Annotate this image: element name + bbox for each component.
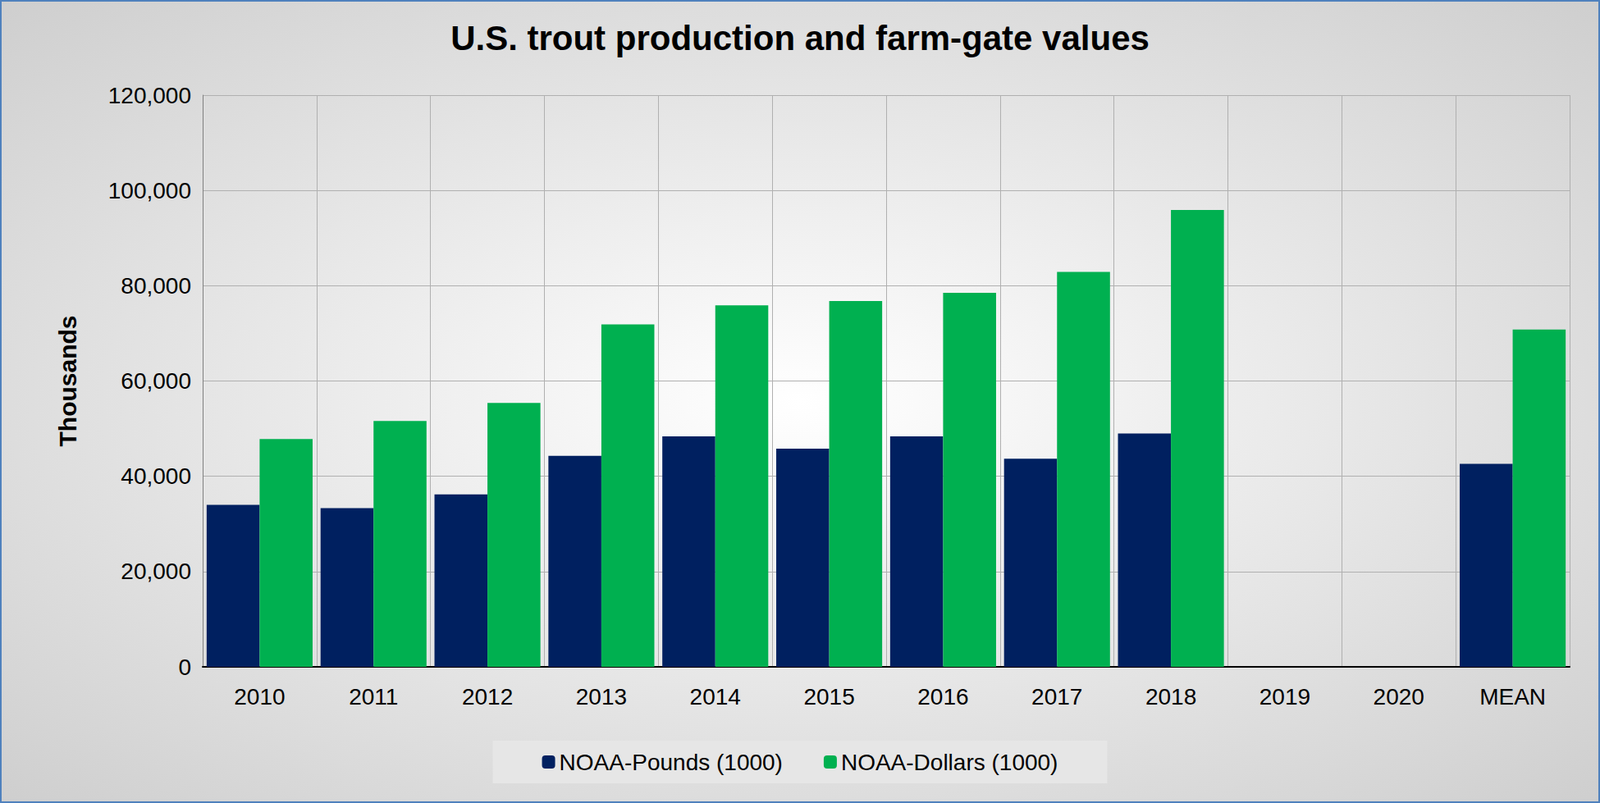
svg-text:2013: 2013	[576, 684, 627, 710]
svg-text:2015: 2015	[803, 684, 855, 710]
svg-text:U.S. trout production and farm: U.S. trout production and farm-gate valu…	[450, 18, 1150, 58]
svg-text:80,000: 80,000	[120, 273, 192, 299]
svg-text:40,000: 40,000	[120, 463, 192, 490]
svg-text:100,000: 100,000	[108, 178, 192, 204]
svg-text:2014: 2014	[690, 684, 741, 710]
svg-text:MEAN: MEAN	[1479, 684, 1546, 710]
svg-text:2010: 2010	[233, 684, 285, 710]
svg-text:NOAA-Dollars (1000): NOAA-Dollars (1000)	[841, 749, 1059, 776]
svg-text:120,000: 120,000	[108, 82, 192, 109]
svg-text:2019: 2019	[1259, 684, 1311, 710]
svg-text:2016: 2016	[917, 684, 969, 710]
svg-text:20,000: 20,000	[120, 558, 192, 585]
svg-text:60,000: 60,000	[120, 368, 192, 394]
svg-text:2020: 2020	[1373, 684, 1425, 710]
svg-text:2011: 2011	[348, 684, 398, 710]
svg-text:Thousands: Thousands	[54, 315, 82, 447]
svg-text:2017: 2017	[1031, 684, 1083, 710]
svg-text:2012: 2012	[461, 684, 513, 710]
svg-text:2018: 2018	[1145, 684, 1197, 710]
svg-text:0: 0	[178, 654, 192, 681]
svg-text:NOAA-Pounds (1000): NOAA-Pounds (1000)	[559, 749, 783, 776]
